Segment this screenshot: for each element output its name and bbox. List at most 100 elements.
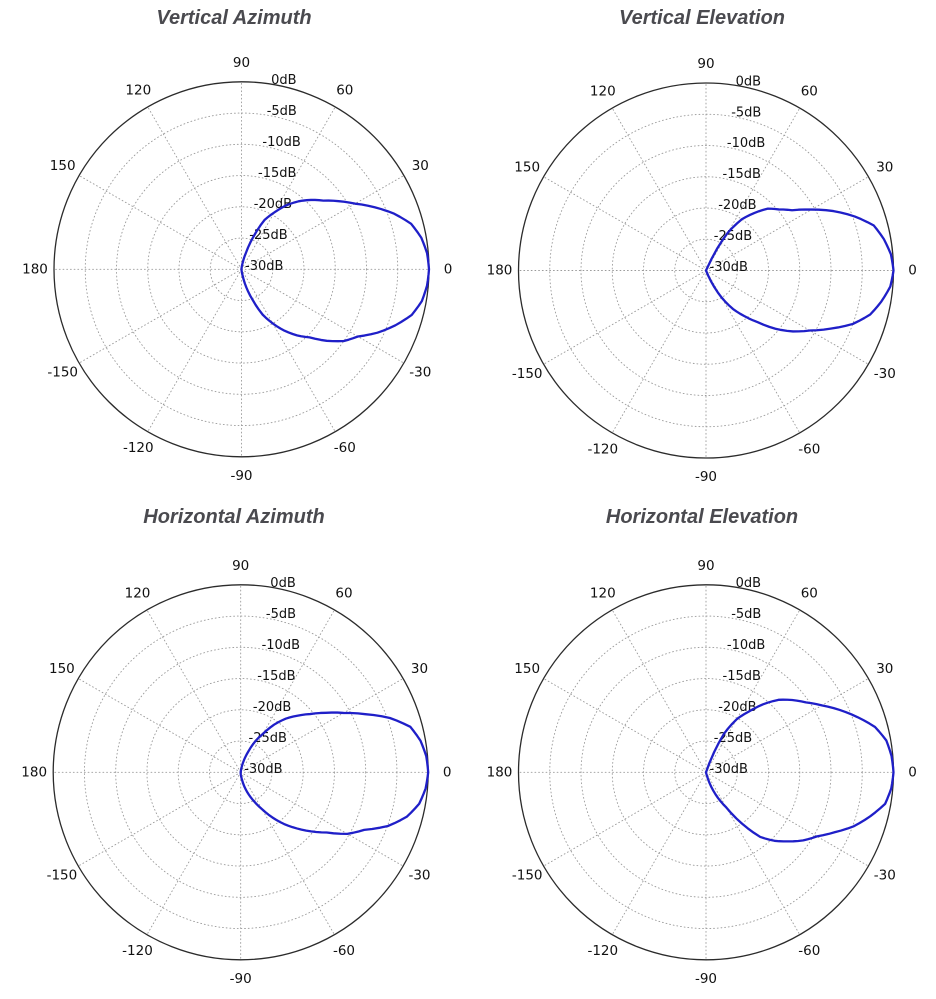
angle-tick-label: -30: [874, 868, 896, 884]
db-tick-label: -20dB: [718, 700, 756, 715]
polar-grid-ring: [580, 646, 832, 898]
radiation-pattern-curve: [240, 198, 431, 343]
polar-grid-spoke: [241, 268, 405, 364]
polar-grid-spoke: [543, 270, 707, 365]
angle-tick-label: 0: [443, 764, 452, 780]
polar-grid-spoke: [146, 771, 242, 936]
angle-tick-label: 150: [514, 661, 540, 677]
polar-grid-spoke: [611, 609, 707, 773]
angle-tick-label: 60: [335, 586, 352, 602]
db-tick-label: -30dB: [244, 762, 282, 777]
angle-tick-label: 180: [487, 263, 513, 279]
angle-tick-label: -60: [798, 441, 820, 457]
db-tick-label: -15dB: [723, 167, 761, 182]
polar-chart-canvas: 0 30 60 90 120 150 180 -150 -120 -90 -60 -30 0dB -5dB…: [487, 558, 917, 987]
polar-grid-ring: [580, 145, 832, 396]
polar-grid-spoke: [241, 268, 336, 433]
db-tick-label: -25dB: [249, 228, 287, 243]
angle-tick-label: -120: [123, 440, 154, 456]
polar-grid-ring: [116, 143, 367, 395]
polar-grid-spoke: [705, 107, 801, 271]
angle-tick-label: 60: [801, 84, 818, 100]
angle-tick-label: -30: [409, 365, 431, 381]
angle-tick-label: 30: [876, 661, 893, 677]
angle-tick-label: 180: [22, 261, 48, 277]
polar-grid-ring: [674, 238, 738, 303]
db-tick-label: -20dB: [718, 198, 756, 213]
plot-title: Horizontal Elevation: [605, 506, 799, 528]
plot-title: Vertical Elevation: [619, 7, 785, 29]
angle-tick-label: -120: [587, 943, 618, 959]
db-tick-label: -10dB: [727, 136, 765, 151]
polar-grid-spoke: [705, 771, 801, 936]
polar-grid-spoke: [611, 771, 707, 936]
polar-plot-horizontal-elevation: 0 30 60 90 120 150 180 -150 -120 -90 -60 -30 0dB -5dB…: [468, 499, 936, 999]
angle-tick-label: 60: [336, 83, 353, 99]
angle-tick-label: 120: [125, 83, 151, 99]
angle-tick-label: 150: [49, 661, 75, 677]
polar-grid-spoke: [147, 268, 242, 433]
angle-tick-label: 120: [125, 586, 151, 602]
db-tick-label: -30dB: [710, 762, 748, 777]
polar-grid-spoke: [705, 270, 801, 434]
angle-tick-label: 180: [21, 764, 47, 780]
db-tick-label: -30dB: [710, 260, 748, 275]
angle-tick-label: 0: [444, 261, 453, 277]
radiation-pattern-curve: [704, 207, 895, 333]
angle-tick-label: -150: [512, 868, 543, 884]
angle-tick-label: 90: [697, 558, 714, 574]
polar-grid-ring: [674, 740, 738, 804]
polar-grid-spoke: [241, 106, 336, 270]
db-tick-label: 0dB: [736, 74, 761, 89]
polar-grid-ring: [208, 740, 273, 804]
db-tick-label: -10dB: [262, 135, 300, 150]
polar-grid-spoke: [543, 771, 707, 867]
angle-tick-label: -90: [230, 971, 252, 987]
angle-tick-label: 30: [411, 661, 428, 677]
polar-grid-spoke: [147, 106, 242, 270]
polar-plot-vertical-azimuth: 0 30 60 90 120 150 180 -150 -120 -90 -60 -30 0dB -5dB…: [0, 0, 468, 500]
plot-title: Horizontal Azimuth: [143, 506, 325, 528]
db-tick-label: -30dB: [245, 259, 283, 274]
angle-tick-label: -30: [408, 868, 430, 884]
polar-chart-canvas: 0 30 60 90 120 150 180 -150 -120 -90 -60 -30 0dB -5dB…: [21, 558, 452, 987]
angle-tick-label: 0: [908, 764, 917, 780]
angle-tick-label: 150: [514, 159, 540, 175]
db-tick-label: -5dB: [266, 607, 296, 622]
angle-tick-label: 30: [412, 158, 429, 174]
db-tick-label: -15dB: [258, 166, 296, 181]
polar-grid-spoke: [611, 270, 707, 434]
db-tick-label: -15dB: [257, 669, 295, 684]
angle-tick-label: -150: [47, 868, 78, 884]
db-tick-label: -10dB: [262, 638, 300, 653]
db-tick-label: 0dB: [736, 576, 761, 591]
polar-grid-spoke: [705, 176, 869, 271]
db-tick-label: -10dB: [727, 638, 765, 653]
polar-plot-horizontal-azimuth: 0 30 60 90 120 150 180 -150 -120 -90 -60 -30 0dB -5dB…: [0, 499, 468, 999]
polar-grid-spoke: [705, 609, 801, 773]
polar-grid-spoke: [705, 771, 869, 867]
polar-grid-spoke: [543, 176, 707, 271]
polar-grid-spoke: [77, 678, 242, 773]
polar-grid-spoke: [146, 609, 242, 773]
polar-plot-vertical-elevation: 0 30 60 90 120 150 180 -150 -120 -90 -60 -30 0dB -5dB…: [468, 0, 936, 500]
angle-tick-label: -60: [334, 440, 356, 456]
polar-grid-spoke: [240, 771, 335, 936]
polar-grid-spoke: [78, 175, 242, 270]
db-tick-label: 0dB: [271, 73, 296, 88]
polar-chart-canvas: 0 30 60 90 120 150 180 -150 -120 -90 -60 -30 0dB -5dB…: [22, 55, 453, 484]
db-tick-label: 0dB: [270, 576, 295, 591]
db-tick-label: -25dB: [714, 229, 752, 244]
polar-grid-ring: [115, 646, 367, 898]
db-tick-label: -20dB: [253, 700, 291, 715]
polar-grid-spoke: [240, 678, 404, 773]
angle-tick-label: -120: [122, 943, 153, 959]
angle-tick-label: 90: [233, 55, 250, 71]
angle-tick-label: -60: [798, 943, 820, 959]
polar-grid-spoke: [240, 609, 335, 773]
polar-grid-spoke: [78, 268, 242, 364]
angle-tick-label: 180: [487, 764, 513, 780]
polar-grid-spoke: [611, 107, 707, 271]
angle-tick-label: 90: [697, 56, 714, 72]
